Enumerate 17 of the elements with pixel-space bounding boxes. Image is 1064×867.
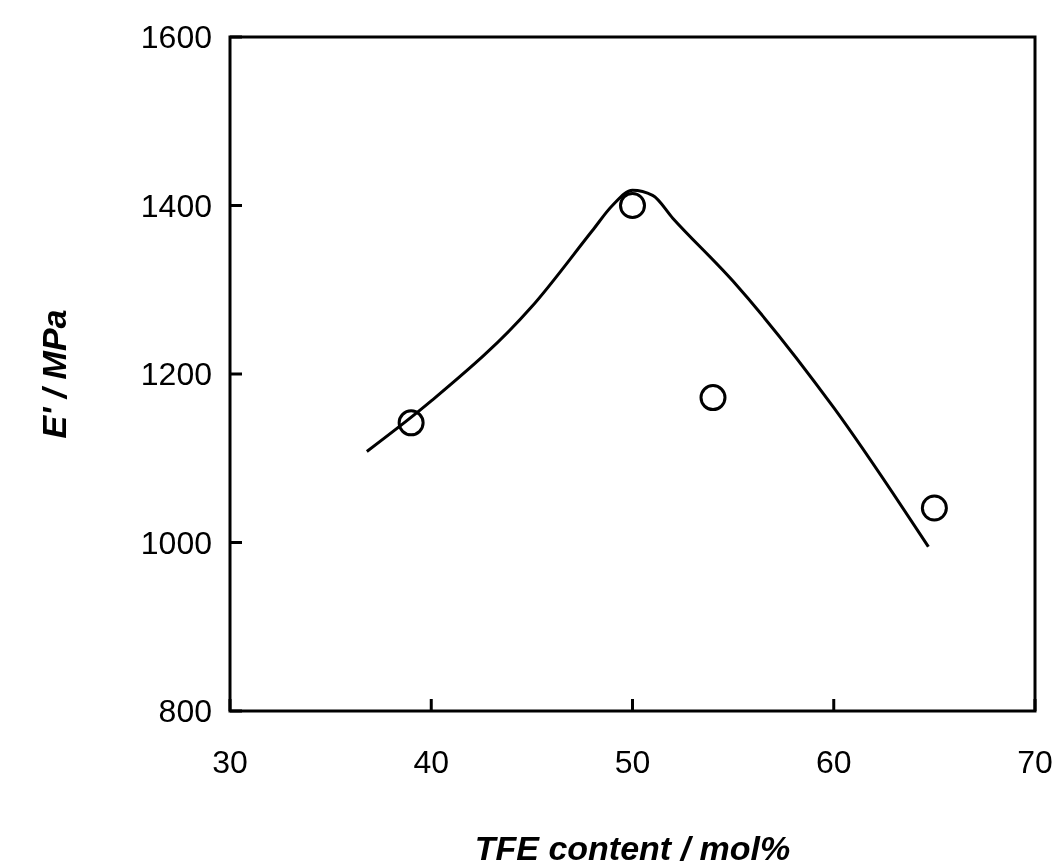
y-tick-label: 1600 — [140, 19, 212, 55]
x-tick-label: 30 — [212, 744, 248, 780]
point — [619, 192, 646, 219]
x-tick-label: 50 — [614, 744, 651, 780]
point — [397, 409, 425, 437]
x-axis-title: TFE content / mol% — [474, 829, 791, 867]
y-tick-label: 1200 — [140, 356, 212, 392]
line-series — [365, 188, 930, 549]
y-tick-label: 1000 — [140, 524, 212, 561]
x-tick-label: 70 — [1017, 744, 1053, 780]
x-tick-label: 40 — [413, 744, 450, 780]
y-tick-label: 800 — [158, 693, 212, 729]
y-tick-label: 1400 — [140, 187, 212, 224]
point — [920, 494, 948, 522]
y-axis-title: E' / MPa — [35, 309, 73, 439]
point — [699, 384, 727, 412]
x-tick-label: 60 — [815, 744, 852, 780]
